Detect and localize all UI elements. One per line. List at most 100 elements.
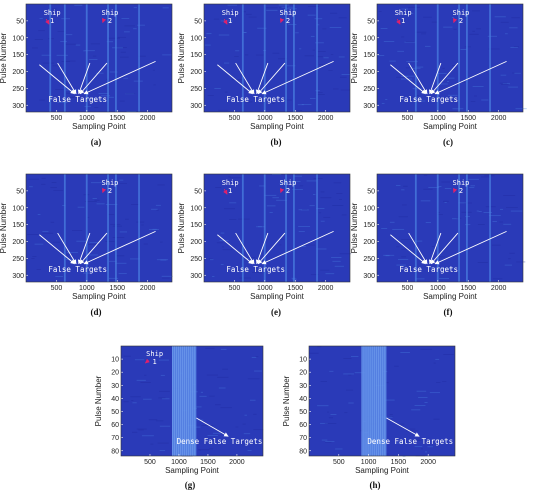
noise-speck xyxy=(117,36,127,38)
noise-speck xyxy=(313,178,323,179)
false-target-arrow xyxy=(57,232,77,265)
noise-speck xyxy=(87,98,98,100)
noise-speck xyxy=(425,222,432,223)
noise-speck xyxy=(338,56,345,58)
panel-e: 500 1000 1500 2000 50 100 150 200 250 300 Sampling… xyxy=(177,173,352,317)
ship-arrow xyxy=(101,17,107,23)
stripe xyxy=(107,4,109,112)
noise-speck xyxy=(159,425,171,427)
noise-speck xyxy=(105,241,115,242)
noise-speck xyxy=(307,6,319,8)
x-tick-label: 1500 xyxy=(287,115,303,122)
noise-speck xyxy=(415,95,419,97)
noise-speck xyxy=(218,387,226,389)
noise-speck xyxy=(134,359,145,361)
false-target-arrow xyxy=(434,60,507,95)
panel-caption: (f) xyxy=(444,307,453,317)
noise-speck xyxy=(421,33,427,35)
noise-speck xyxy=(448,94,458,96)
noise-speck xyxy=(162,7,169,9)
noise-speck xyxy=(401,189,405,191)
band-line xyxy=(382,346,384,456)
noise-speck xyxy=(129,258,140,260)
noise-speck xyxy=(398,216,408,218)
y-tick-label: 30 xyxy=(111,383,119,390)
noise-texture xyxy=(31,4,172,112)
noise-speck xyxy=(29,186,33,188)
noise-speck xyxy=(119,182,128,184)
noise-speck xyxy=(414,31,427,33)
noise-speck xyxy=(161,277,170,279)
x-tick-label: 500 xyxy=(229,115,241,122)
noise-speck xyxy=(477,262,488,263)
noise-speck xyxy=(472,10,480,12)
noise-speck xyxy=(446,81,450,82)
ship-arrow xyxy=(45,18,50,25)
noise-speck xyxy=(206,374,219,376)
false-target-arrow xyxy=(235,232,255,265)
stripe xyxy=(85,174,88,282)
noise-speck xyxy=(437,214,443,215)
noise-speck xyxy=(32,256,37,257)
noise-speck xyxy=(473,95,478,97)
noise-speck xyxy=(249,399,256,401)
ship-arrow xyxy=(279,187,285,193)
noise-speck xyxy=(378,11,382,12)
panel-caption: (c) xyxy=(443,137,453,147)
y-tick-label: 10 xyxy=(299,357,307,364)
noise-speck xyxy=(297,104,304,106)
noise-speck xyxy=(288,24,297,25)
noise-speck xyxy=(336,193,343,194)
noise-speck xyxy=(316,94,325,95)
noise-speck xyxy=(329,27,342,28)
panel-caption: (d) xyxy=(91,307,102,317)
dense-false-targets-label: Dense False Targets xyxy=(177,437,263,446)
noise-speck xyxy=(224,208,236,210)
noise-speck xyxy=(478,211,482,212)
band-line xyxy=(376,346,377,456)
noise-speck xyxy=(238,218,250,220)
noise-speck xyxy=(229,202,237,204)
noise-speck xyxy=(105,204,118,206)
noise-speck xyxy=(248,16,257,18)
noise-speck xyxy=(320,197,332,199)
noise-speck xyxy=(278,244,282,246)
x-axis-label: Sampling Point xyxy=(423,122,478,131)
noise-speck xyxy=(330,414,337,415)
noise-speck xyxy=(220,348,227,350)
noise-speck xyxy=(458,202,467,204)
noise-speck xyxy=(133,28,137,30)
noise-speck xyxy=(431,21,438,23)
y-axis-label: Pulse Number xyxy=(0,202,8,253)
noise-speck xyxy=(209,258,213,260)
noise-speck xyxy=(354,372,366,374)
false-target-arrow xyxy=(77,232,91,265)
noise-speck xyxy=(199,395,207,397)
noise-speck xyxy=(77,206,85,208)
noise-speck xyxy=(293,175,303,177)
noise-speck xyxy=(488,215,501,217)
noise-speck xyxy=(124,25,135,27)
stripe xyxy=(458,174,460,282)
false-target-arrow xyxy=(217,64,253,95)
y-tick-label: 300 xyxy=(363,103,375,110)
x-tick-label: 1000 xyxy=(171,459,187,466)
noise-speck xyxy=(160,374,165,376)
noise-speck xyxy=(220,407,232,409)
x-tick-label: 1500 xyxy=(287,285,303,292)
noise-speck xyxy=(420,200,431,202)
noise-speck xyxy=(246,256,256,258)
noise-speck xyxy=(329,370,334,372)
noise-speck xyxy=(141,435,154,437)
noise-speck xyxy=(443,200,449,202)
noise-speck xyxy=(499,82,507,84)
y-tick-label: 80 xyxy=(111,448,119,455)
noise-speck xyxy=(320,422,328,424)
ship-label: Ship xyxy=(44,9,61,17)
x-tick-label: 2000 xyxy=(491,115,507,122)
ship-label: Ship xyxy=(222,9,239,17)
noise-speck xyxy=(198,449,202,451)
x-tick-label: 1000 xyxy=(430,115,446,122)
noise-speck xyxy=(239,277,251,279)
